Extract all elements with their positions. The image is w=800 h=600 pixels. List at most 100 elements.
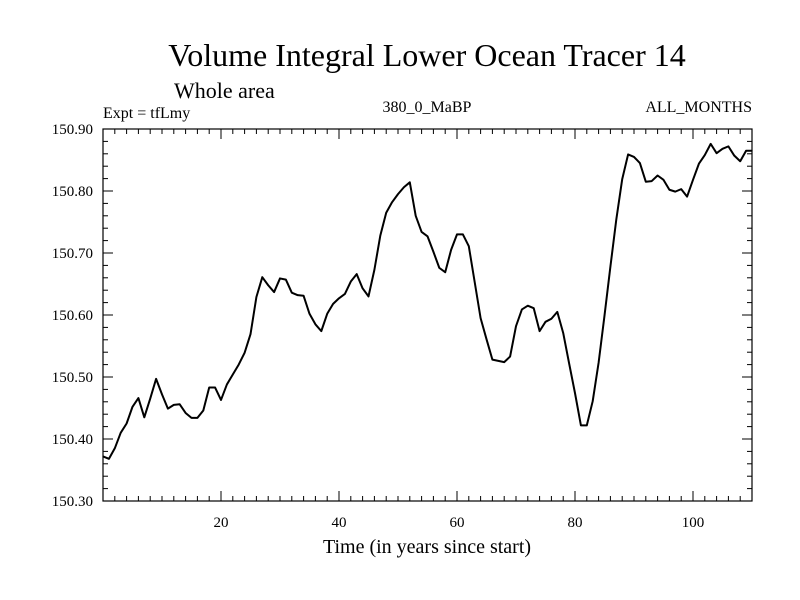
- data-point: [574, 392, 576, 394]
- chart-title: Volume Integral Lower Ocean Tracer 14: [168, 37, 685, 73]
- data-point: [662, 179, 665, 181]
- series-layer: [102, 142, 753, 460]
- x-tick-label: 100: [682, 515, 705, 531]
- data-point: [208, 386, 210, 389]
- data-point: [533, 307, 535, 309]
- plot-frame: [102, 128, 753, 502]
- data-point: [509, 355, 511, 358]
- data-point: [751, 150, 753, 152]
- data-point: [273, 291, 275, 293]
- data-point: [126, 422, 128, 425]
- data-point: [179, 403, 181, 405]
- data-point: [120, 432, 122, 434]
- data-point: [450, 249, 452, 251]
- chart-subtitle: Whole area: [174, 78, 275, 103]
- data-point: [497, 360, 499, 362]
- data-point: [185, 412, 187, 414]
- data-point: [474, 281, 476, 283]
- data-point: [426, 235, 429, 237]
- data-point: [745, 150, 747, 152]
- data-point: [350, 280, 352, 283]
- data-point: [415, 215, 417, 217]
- data-point: [592, 400, 594, 402]
- data-point: [108, 458, 110, 460]
- data-point: [297, 294, 299, 296]
- data-point: [704, 154, 706, 156]
- data-point: [238, 364, 240, 366]
- data-point: [308, 313, 311, 315]
- data-point: [485, 338, 488, 340]
- data-point: [556, 311, 558, 313]
- data-point: [456, 233, 458, 235]
- data-point: [255, 296, 257, 298]
- data-point: [344, 293, 346, 295]
- y-tick-label: 150.80: [52, 184, 93, 200]
- data-point: [721, 148, 724, 150]
- data-point: [114, 447, 116, 449]
- data-point: [326, 313, 328, 315]
- data-point: [332, 303, 334, 305]
- x-axis-tick-labels: 20 40 60 80 100: [214, 515, 705, 531]
- x-axis-ticks: [114, 129, 741, 501]
- data-point: [739, 160, 741, 162]
- data-point: [149, 398, 151, 400]
- y-tick-label: 150.30: [52, 494, 93, 510]
- data-point: [645, 181, 647, 183]
- data-point: [716, 152, 718, 154]
- y-tick-label: 150.70: [52, 246, 93, 262]
- data-point: [615, 218, 617, 221]
- data-point: [633, 156, 635, 158]
- x-tick-label: 40: [332, 515, 347, 531]
- data-point: [161, 393, 163, 395]
- data-point: [397, 193, 399, 195]
- data-point: [544, 321, 547, 323]
- data-point: [232, 373, 234, 376]
- data-point: [503, 361, 505, 363]
- y-tick-label: 150.60: [52, 308, 93, 324]
- data-point: [356, 273, 358, 275]
- y-tick-label: 150.40: [52, 432, 93, 448]
- data-point: [391, 201, 393, 203]
- data-point: [167, 408, 169, 410]
- plot-area: 20 40 60 80 100 150.30150.40150.50150.60150.…: [52, 122, 753, 531]
- y-axis-ticks: [103, 140, 752, 490]
- data-point: [468, 245, 470, 247]
- data-point: [639, 162, 641, 164]
- data-point: [733, 155, 735, 157]
- data-point: [698, 163, 700, 165]
- data-point: [680, 188, 682, 190]
- data-point: [373, 269, 375, 271]
- data-point: [338, 297, 340, 299]
- data-point: [367, 295, 370, 297]
- x-axis-label: Time (in years since start): [323, 536, 531, 558]
- data-point: [657, 174, 659, 177]
- data-point: [668, 189, 671, 191]
- data-point: [692, 179, 694, 181]
- data-point: [285, 279, 287, 281]
- data-point: [686, 195, 688, 198]
- data-point: [421, 231, 423, 233]
- data-point: [550, 318, 553, 320]
- x-tick-label: 60: [450, 515, 465, 531]
- data-point: [261, 276, 263, 278]
- data-point: [527, 305, 529, 307]
- data-point: [190, 417, 193, 419]
- data-point: [314, 323, 316, 325]
- data-point: [562, 332, 564, 334]
- data-point: [155, 378, 157, 380]
- data-point: [710, 143, 712, 145]
- data-point: [491, 359, 493, 361]
- data-point: [291, 292, 293, 294]
- data-point: [598, 362, 600, 364]
- data-point: [515, 325, 517, 327]
- data-point: [432, 251, 434, 253]
- data-point: [202, 409, 204, 412]
- data-point: [226, 383, 228, 386]
- data-point: [143, 416, 145, 418]
- data-point: [568, 362, 570, 364]
- period-label: 380_0_MaBP: [383, 99, 472, 116]
- x-tick-label: 20: [214, 515, 229, 531]
- data-point: [244, 352, 246, 354]
- months-label: ALL_MONTHS: [645, 99, 752, 116]
